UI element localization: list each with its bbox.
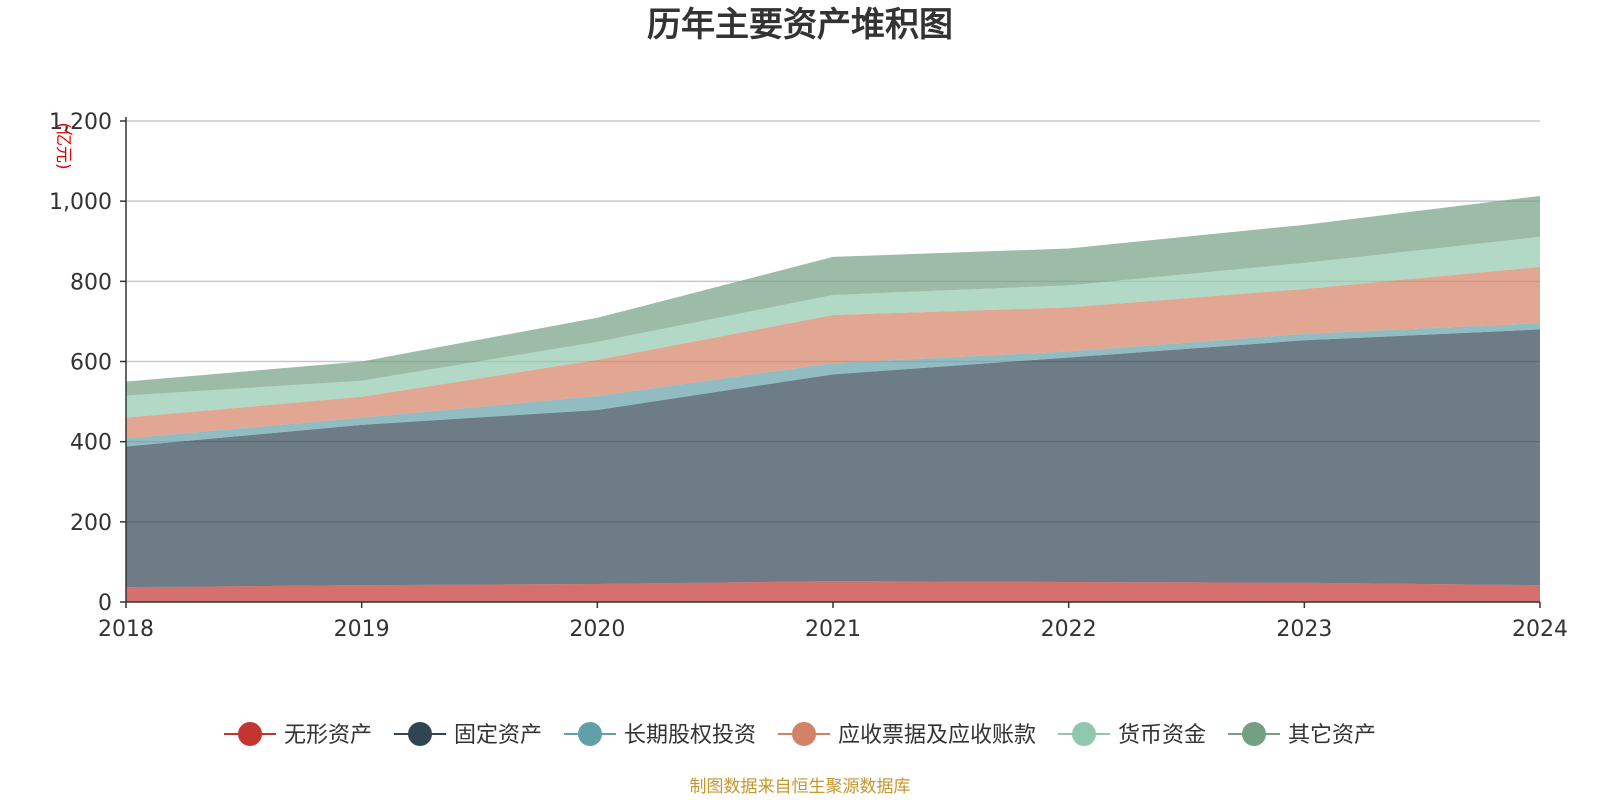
y-tick-label: 1,200 — [49, 110, 112, 135]
legend: 无形资产 固定资产 长期股权投资 应收票据及应收账款 货币资金 其它资产 — [224, 722, 1376, 748]
y-tick-label: 200 — [70, 511, 112, 536]
legend-label: 其它资产 — [1288, 723, 1376, 748]
y-tick-label: 0 — [98, 591, 112, 616]
legend-marker — [1242, 722, 1266, 746]
axes: 0 200 400 600 800 1,000 1,200 2018 2019 2020 2021 2… — [49, 110, 1568, 642]
area-货币资金 — [126, 236, 1540, 418]
y-tick-label: 400 — [70, 431, 112, 456]
area-固定资产 — [126, 329, 1540, 588]
legend-label: 固定资产 — [454, 723, 542, 748]
area-应收票据及应收账款 — [126, 266, 1540, 439]
x-tick-label: 2020 — [569, 617, 625, 642]
y-tick-label: 800 — [70, 270, 112, 295]
y-tick-label: 600 — [70, 351, 112, 376]
x-tick-label: 2024 — [1512, 617, 1568, 642]
legend-item-长期股权投资[interactable]: 长期股权投资 — [564, 722, 756, 748]
area-其它资产 — [126, 195, 1540, 396]
legend-marker — [578, 722, 602, 746]
x-tick-label: 2018 — [98, 617, 154, 642]
x-tick-label: 2021 — [805, 617, 861, 642]
x-tick-label: 2019 — [334, 617, 390, 642]
legend-item-应收票据及应收账款[interactable]: 应收票据及应收账款 — [778, 722, 1036, 748]
data-source-note: 制图数据来自恒生聚源数据库 — [690, 777, 911, 797]
legend-label: 无形资产 — [284, 723, 372, 748]
legend-marker — [238, 722, 262, 746]
legend-marker — [408, 722, 432, 746]
legend-label: 长期股权投资 — [624, 723, 756, 748]
y-axis-unit-label: (亿元) — [53, 122, 73, 169]
legend-label: 货币资金 — [1118, 723, 1206, 748]
legend-label: 应收票据及应收账款 — [838, 723, 1036, 748]
legend-item-无形资产[interactable]: 无形资产 — [224, 722, 372, 748]
legend-item-其它资产[interactable]: 其它资产 — [1228, 722, 1376, 748]
y-tick-label: 1,000 — [49, 190, 112, 215]
legend-item-货币资金[interactable]: 货币资金 — [1058, 722, 1206, 748]
chart-title: 历年主要资产堆积图 — [647, 5, 953, 45]
x-tick-label: 2023 — [1276, 617, 1332, 642]
series-areas — [126, 195, 1540, 602]
area-无形资产 — [126, 581, 1540, 602]
x-tick-label: 2022 — [1041, 617, 1097, 642]
legend-marker — [792, 722, 816, 746]
legend-marker — [1072, 722, 1096, 746]
area-长期股权投资 — [126, 323, 1540, 447]
legend-item-固定资产[interactable]: 固定资产 — [394, 722, 542, 748]
